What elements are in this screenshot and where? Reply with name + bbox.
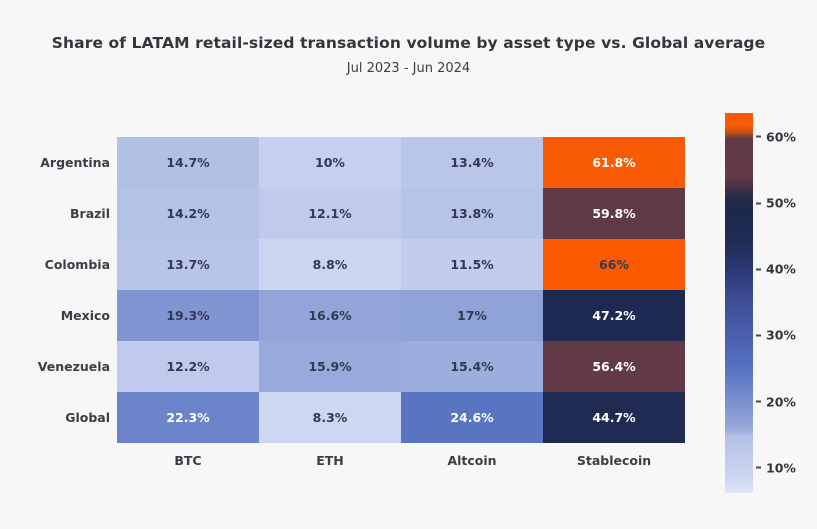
heatmap-cell: 14.2% (117, 188, 259, 239)
colorbar-tick-label: 20% (766, 394, 796, 410)
heatmap-cell: 13.8% (401, 188, 543, 239)
colorbar-tick: 10% (753, 460, 796, 475)
row-label: Colombia (44, 257, 110, 272)
heatmap-cell: 11.5% (401, 239, 543, 290)
colorbar-tick: 40% (753, 262, 796, 277)
column-label: Stablecoin (576, 453, 652, 468)
heatmap-cell: 44.7% (543, 392, 685, 443)
row-label: Global (65, 410, 110, 425)
colorbar-tick-label: 40% (766, 261, 796, 277)
colorbar-tick: 20% (753, 394, 796, 409)
heatmap-cell: 24.6% (401, 392, 543, 443)
column-label: BTC (174, 453, 202, 468)
heatmap-cell: 61.8% (543, 137, 685, 188)
y-axis-row-labels: Argentina Brazil Colombia Mexico Venezuela Gl… (0, 137, 110, 443)
chart-title: Share of LATAM retail-sized transaction … (51, 34, 766, 52)
heatmap-cell: 15.4% (401, 341, 543, 392)
row-label: Argentina (40, 155, 110, 170)
heatmap-cell: 19.3% (117, 290, 259, 341)
heatmap-cell: 22.3% (117, 392, 259, 443)
heatmap-cell: 13.4% (401, 137, 543, 188)
heatmap-grid: 14.7% 10% 13.4% 61.8% 14.2% 12.1% 13.8% 59.8% 13… (117, 137, 685, 443)
tick-mark (756, 334, 761, 337)
column-label: Altcoin (447, 453, 497, 468)
heatmap-cell: 12.1% (259, 188, 401, 239)
x-axis-column-labels: BTC ETH Altcoin Stablecoin (117, 443, 685, 473)
row-label: Brazil (70, 206, 110, 221)
heatmap-cell: 12.2% (117, 341, 259, 392)
heatmap-cell: 56.4% (543, 341, 685, 392)
colorbar-gradient (725, 113, 753, 493)
heatmap-cell: 8.8% (259, 239, 401, 290)
tick-mark (756, 202, 761, 205)
colorbar-tick: 30% (753, 328, 796, 343)
row-label: Mexico (60, 308, 110, 323)
chart-subtitle: Jul 2023 - Jun 2024 (346, 61, 471, 76)
heatmap-cell: 8.3% (259, 392, 401, 443)
colorbar-tick-label: 60% (766, 129, 796, 145)
heatmap-cell: 16.6% (259, 290, 401, 341)
colorbar-tick-label: 10% (766, 460, 796, 476)
colorbar-ticks: 60% 50% 40% 30% 20% 10% (753, 113, 817, 493)
tick-mark (756, 466, 761, 469)
colorbar-tick-label: 50% (766, 195, 796, 211)
row-label: Venezuela (37, 359, 110, 374)
heatmap-cell: 66% (543, 239, 685, 290)
heatmap-cell: 13.7% (117, 239, 259, 290)
heatmap-cell: 10% (259, 137, 401, 188)
heatmap-cell: 15.9% (259, 341, 401, 392)
tick-mark (756, 400, 761, 403)
column-label: ETH (316, 453, 344, 468)
colorbar-tick: 50% (753, 196, 796, 211)
heatmap-cell: 17% (401, 290, 543, 341)
tick-mark (756, 268, 761, 271)
heatmap-cell: 14.7% (117, 137, 259, 188)
colorbar-tick: 60% (753, 129, 796, 144)
colorbar-tick-label: 30% (766, 327, 796, 343)
heatmap-cell: 47.2% (543, 290, 685, 341)
heatmap-cell: 59.8% (543, 188, 685, 239)
tick-mark (756, 135, 761, 138)
